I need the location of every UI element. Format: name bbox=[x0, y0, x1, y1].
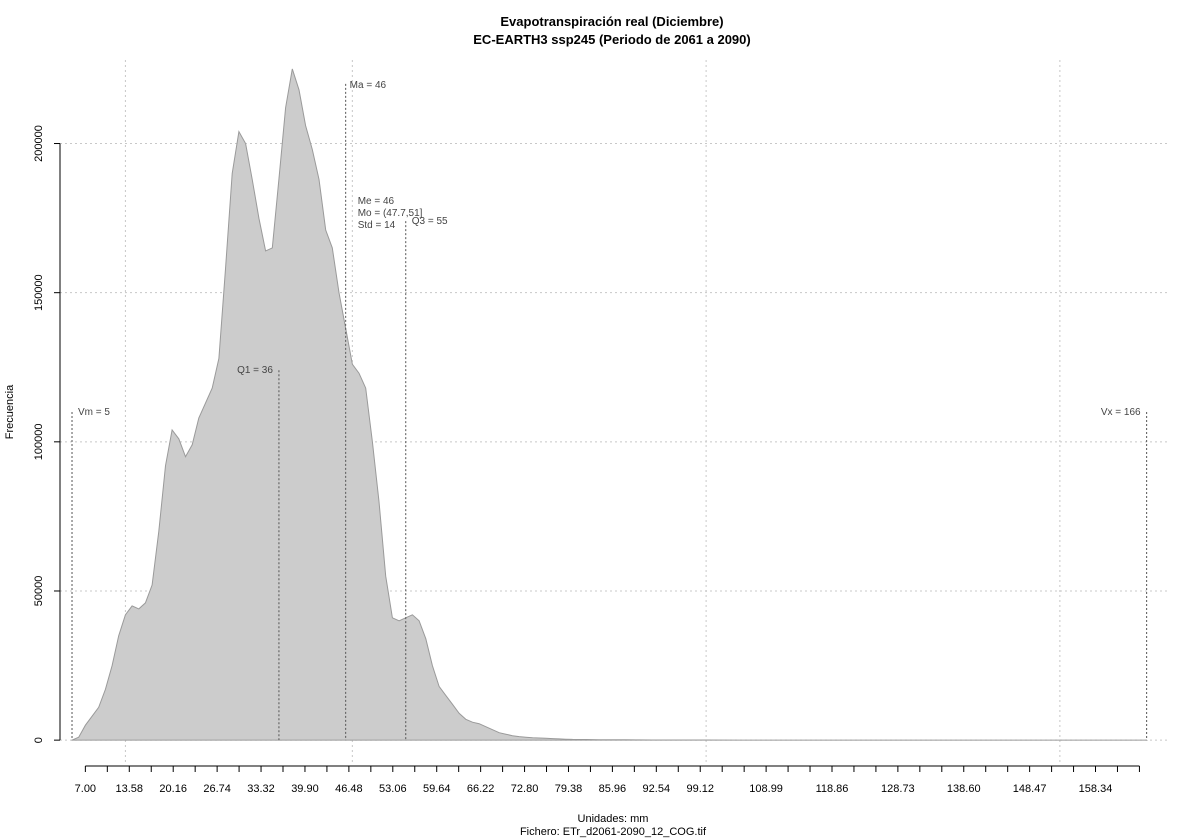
x-tick-label-20: 158.34 bbox=[1079, 783, 1113, 795]
y-ticks: 0 50000 100000 150000 200000 bbox=[33, 125, 60, 743]
y-axis-title: Frecuencia bbox=[4, 384, 16, 439]
x-tick-label-18: 138.60 bbox=[947, 783, 981, 795]
annotation-2: Mo = (47.7,51] bbox=[358, 208, 423, 219]
x-tick-label-11: 79.38 bbox=[555, 783, 583, 795]
x-tick-label-15: 108.99 bbox=[749, 783, 783, 795]
y-tick-label-4: 200000 bbox=[33, 125, 45, 162]
marker-label-3: Q3 = 55 bbox=[412, 216, 448, 227]
chart-caption: Fichero: ETr_d2061-2090_12_COG.tif bbox=[520, 826, 707, 838]
marker-label-1: Q1 = 36 bbox=[237, 365, 273, 376]
annotation-0: Ma = 46 bbox=[350, 80, 387, 91]
y-tick-label-3: 150000 bbox=[33, 274, 45, 311]
marker-layer: Vm = 5 Q1 = 36 Q3 = 55 Vx = 166 bbox=[71, 83, 1148, 741]
x-tick-label-12: 85.96 bbox=[599, 783, 627, 795]
chart-subtitle: EC-EARTH3 ssp245 (Periodo de 2061 a 2090… bbox=[473, 32, 750, 47]
x-tick-label-16: 118.86 bbox=[816, 783, 849, 795]
x-axis-title: Unidades: mm bbox=[578, 813, 649, 825]
x-tick-label-6: 46.48 bbox=[335, 783, 363, 795]
x-tick-label-1: 13.58 bbox=[116, 783, 144, 795]
marker-label-4: Vx = 166 bbox=[1101, 407, 1141, 418]
x-tick-label-4: 33.32 bbox=[247, 783, 275, 795]
x-tick-label-10: 72.80 bbox=[511, 783, 539, 795]
density-area bbox=[71, 68, 1148, 741]
x-tick-label-8: 59.64 bbox=[423, 783, 451, 795]
x-tick-label-0: 7.00 bbox=[75, 783, 96, 795]
y-tick-label-0: 0 bbox=[33, 737, 45, 743]
x-tick-label-5: 39.90 bbox=[291, 783, 319, 795]
density-area-layer bbox=[71, 68, 1148, 741]
y-tick-label-1: 50000 bbox=[33, 576, 45, 607]
x-tick-label-19: 148.47 bbox=[1013, 783, 1047, 795]
annotation-1: Me = 46 bbox=[358, 196, 395, 207]
x-ticks: 7.00 13.58 20.16 26.74 33.32 39.90 46.48 53.06 5… bbox=[75, 766, 1140, 795]
marker-label-0: Vm = 5 bbox=[78, 407, 110, 418]
x-tick-label-3: 26.74 bbox=[203, 783, 231, 795]
x-tick-label-14: 99.12 bbox=[686, 783, 714, 795]
x-tick-label-7: 53.06 bbox=[379, 783, 407, 795]
y-tick-label-2: 100000 bbox=[33, 423, 45, 460]
x-tick-label-9: 66.22 bbox=[467, 783, 495, 795]
chart-title: Evapotranspiración real (Diciembre) bbox=[500, 14, 723, 29]
x-tick-label-2: 20.16 bbox=[159, 783, 187, 795]
x-tick-label-13: 92.54 bbox=[643, 783, 671, 795]
x-tick-label-17: 128.73 bbox=[881, 783, 915, 795]
annotation-3: Std = 14 bbox=[358, 220, 396, 231]
